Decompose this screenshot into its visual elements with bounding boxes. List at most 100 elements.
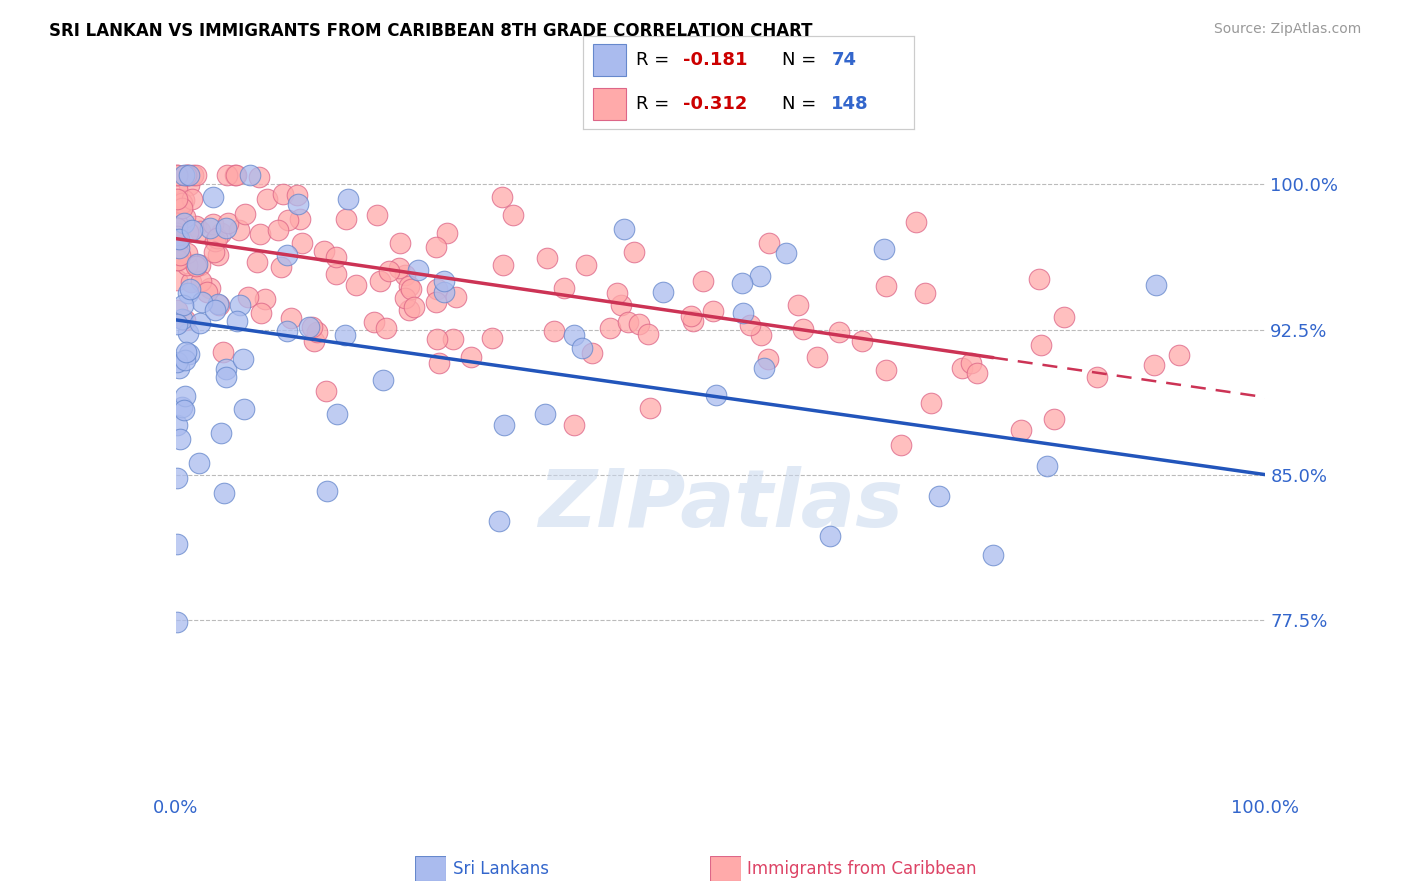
Point [873, 242, 896, 256]
Point [280, 311, 302, 326]
Point [166, 615, 188, 629]
Point [209, 426, 232, 441]
Point [373, 373, 395, 387]
Point [425, 294, 447, 309]
Point [749, 328, 772, 343]
Point [233, 207, 256, 221]
Bar [593, 44, 627, 76]
Point [502, 208, 524, 222]
Point [198, 281, 221, 295]
Point [627, 317, 650, 331]
Point [426, 282, 449, 296]
Point [301, 319, 323, 334]
Point [377, 264, 399, 278]
Point [186, 260, 208, 274]
Point [904, 215, 927, 229]
Point [950, 361, 973, 376]
Point [173, 216, 195, 230]
Point [363, 315, 385, 329]
Point [174, 210, 197, 224]
Point [536, 252, 558, 266]
Point [228, 222, 250, 236]
Point [981, 548, 1004, 562]
Point [287, 196, 309, 211]
Point [166, 253, 188, 268]
Point [247, 169, 270, 184]
Point [337, 193, 360, 207]
Point [749, 269, 772, 284]
Point [167, 241, 190, 255]
Point [277, 213, 299, 227]
Point [176, 168, 198, 182]
Point [215, 362, 238, 376]
Point [754, 361, 776, 376]
Point [599, 321, 621, 335]
Point [460, 350, 482, 364]
Point [167, 252, 190, 267]
Point [441, 333, 464, 347]
Point [270, 260, 292, 274]
Point [207, 231, 229, 245]
Point [204, 234, 226, 248]
Point [173, 313, 195, 327]
Point [758, 235, 780, 250]
Point [177, 346, 200, 360]
Point [166, 273, 188, 287]
Point [368, 274, 391, 288]
Point [167, 232, 190, 246]
Point [176, 246, 198, 260]
Point [920, 396, 942, 410]
Point [246, 254, 269, 268]
Point [180, 223, 202, 237]
Point [207, 248, 229, 262]
Point [1028, 272, 1050, 286]
Point [818, 529, 841, 543]
Point [562, 328, 585, 343]
Point [166, 303, 188, 318]
Point [1143, 358, 1166, 372]
Point [188, 258, 211, 272]
Point [575, 258, 598, 272]
Point [606, 285, 628, 300]
Point [181, 168, 204, 182]
Point [571, 341, 593, 355]
Point [335, 211, 357, 226]
Point [233, 402, 256, 417]
Point [198, 220, 221, 235]
Point [173, 403, 195, 417]
Point [190, 274, 212, 288]
Point [792, 322, 814, 336]
Point [315, 384, 337, 398]
Point [375, 321, 398, 335]
Point [928, 489, 950, 503]
Point [304, 334, 326, 348]
Point [290, 212, 312, 227]
Point [325, 267, 347, 281]
Point [256, 192, 278, 206]
Point [481, 331, 503, 345]
Point [433, 274, 456, 288]
Point [1085, 370, 1108, 384]
Point [166, 471, 188, 485]
Point [166, 229, 188, 244]
Point [174, 345, 197, 359]
Point [786, 298, 808, 312]
Point [960, 356, 983, 370]
Point [177, 286, 200, 301]
Bar [593, 88, 627, 120]
Point [181, 192, 204, 206]
Point [388, 260, 411, 275]
Point [271, 186, 294, 201]
Point [491, 189, 513, 203]
Point [217, 216, 239, 230]
Point [174, 352, 197, 367]
Point [325, 408, 347, 422]
Point [239, 168, 262, 182]
Point [177, 225, 200, 239]
Point [1010, 423, 1032, 437]
Point [426, 332, 449, 346]
Point [201, 190, 224, 204]
Point [433, 285, 456, 299]
Point [166, 317, 188, 331]
Point [731, 305, 754, 319]
